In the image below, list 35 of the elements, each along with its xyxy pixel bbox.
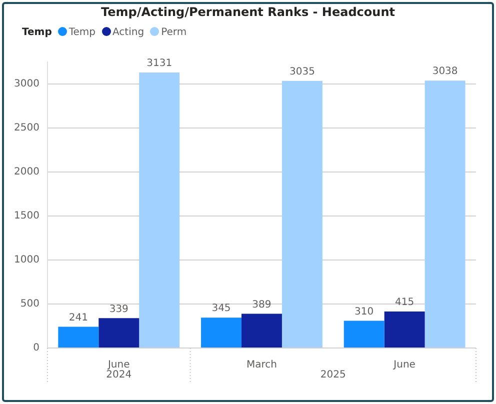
text: 2025 [320,370,346,381]
y-tick-label: 1500 [14,210,40,222]
legend-label: Perm [160,27,187,38]
y-tick-label: 1000 [14,254,40,266]
data-label: 241 [68,312,88,324]
x-tick-label: March [246,360,277,371]
data-label: 389 [252,299,272,310]
bar [241,314,282,348]
bar [98,318,140,348]
legend-title: Temp [22,27,52,38]
x-tick-label: June [106,360,130,371]
chart-title: Temp/Acting/Permanent Ranks - Headcount [100,5,396,19]
bar [424,80,466,348]
y-tick-label: 500 [20,298,40,310]
bar [58,326,99,348]
bar [282,80,322,348]
x-tick-label: June [392,360,416,371]
bar [201,318,242,348]
legend-label: Acting [112,27,144,38]
data-label: 310 [354,306,374,318]
y-tick-label: 2500 [14,122,40,134]
data-label: 3035 [289,66,315,78]
data-label: 339 [109,304,128,315]
text: 2024 [106,370,132,381]
bar [344,320,384,348]
y-tick-label: 2000 [14,166,40,178]
data-label: 415 [395,297,414,308]
y-tick-label: 0 [33,342,40,354]
data-label: 345 [212,303,231,314]
data-label: 3131 [146,58,172,70]
bar [139,72,180,348]
legend-label: Temp [68,27,96,38]
bar [384,311,425,348]
y-tick-label: 3000 [14,78,40,90]
data-label: 3038 [432,66,458,78]
